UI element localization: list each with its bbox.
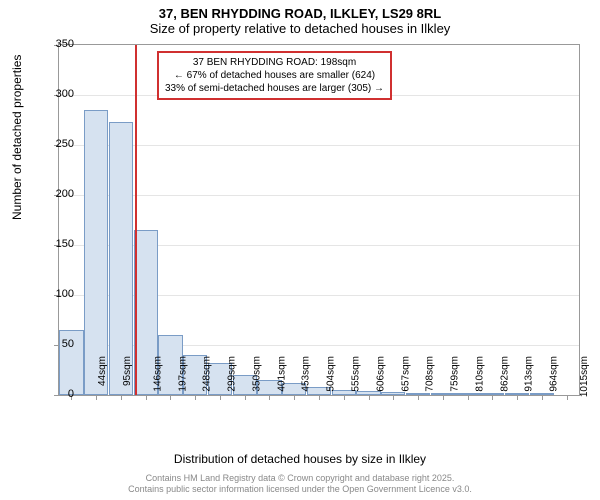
xtick-label: 350sqm	[252, 356, 263, 392]
y-axis-label: Number of detached properties	[10, 55, 24, 220]
xtick-mark	[393, 395, 394, 400]
chart-title-sub: Size of property relative to detached ho…	[0, 21, 600, 40]
xtick-mark	[369, 395, 370, 400]
chart-title-main: 37, BEN RHYDDING ROAD, ILKLEY, LS29 8RL	[0, 0, 600, 21]
xtick-mark	[567, 395, 568, 400]
annotation-line3: 33% of semi-detached houses are larger (…	[165, 82, 384, 95]
xtick-mark	[220, 395, 221, 400]
xtick-mark	[96, 395, 97, 400]
xtick-label: 606sqm	[375, 356, 386, 392]
x-axis-label: Distribution of detached houses by size …	[0, 452, 600, 466]
xtick-mark	[542, 395, 543, 400]
xtick-label: 708sqm	[425, 356, 436, 392]
xtick-mark	[418, 395, 419, 400]
xtick-label: 146sqm	[152, 356, 163, 392]
xtick-label: 555sqm	[351, 356, 362, 392]
xtick-mark	[319, 395, 320, 400]
xtick-mark	[195, 395, 196, 400]
gridline	[59, 195, 579, 196]
xtick-label: 657sqm	[400, 356, 411, 392]
xtick-label: 44sqm	[97, 356, 108, 386]
gridline	[59, 145, 579, 146]
histogram-bar	[84, 110, 108, 395]
footer-line2: Contains public sector information licen…	[0, 484, 600, 496]
footer-attribution: Contains HM Land Registry data © Crown c…	[0, 473, 600, 496]
xtick-label: 299sqm	[227, 356, 238, 392]
xtick-label: 504sqm	[326, 356, 337, 392]
ytick-label: 100	[44, 288, 74, 300]
xtick-mark	[517, 395, 518, 400]
xtick-mark	[468, 395, 469, 400]
ytick-label: 350	[44, 38, 74, 50]
xtick-label: 401sqm	[276, 356, 287, 392]
xtick-mark	[443, 395, 444, 400]
xtick-label: 913sqm	[524, 356, 535, 392]
xtick-label: 759sqm	[450, 356, 461, 392]
xtick-mark	[344, 395, 345, 400]
xtick-label: 964sqm	[549, 356, 560, 392]
xtick-label: 810sqm	[474, 356, 485, 392]
property-marker-line	[135, 45, 137, 395]
ytick-label: 200	[44, 188, 74, 200]
ytick-label: 300	[44, 88, 74, 100]
xtick-mark	[170, 395, 171, 400]
xtick-mark	[146, 395, 147, 400]
xtick-mark	[492, 395, 493, 400]
ytick-label: 150	[44, 238, 74, 250]
chart-container: 37, BEN RHYDDING ROAD, ILKLEY, LS29 8RL …	[0, 0, 600, 500]
xtick-mark	[121, 395, 122, 400]
xtick-label: 95sqm	[122, 356, 133, 386]
xtick-label: 1015sqm	[579, 356, 590, 397]
xtick-label: 453sqm	[301, 356, 312, 392]
xtick-label: 248sqm	[202, 356, 213, 392]
xtick-mark	[294, 395, 295, 400]
annotation-box: 37 BEN RHYDDING ROAD: 198sqm← 67% of det…	[157, 51, 392, 100]
plot-area: 37 BEN RHYDDING ROAD: 198sqm← 67% of det…	[58, 44, 580, 396]
xtick-mark	[269, 395, 270, 400]
footer-line1: Contains HM Land Registry data © Crown c…	[0, 473, 600, 485]
histogram-bar	[109, 122, 133, 395]
annotation-line1: 37 BEN RHYDDING ROAD: 198sqm	[165, 56, 384, 69]
ytick-label: 50	[44, 338, 74, 350]
annotation-line2: ← 67% of detached houses are smaller (62…	[165, 69, 384, 82]
xtick-label: 197sqm	[177, 356, 188, 392]
ytick-label: 250	[44, 138, 74, 150]
ytick-label: 0	[44, 388, 74, 400]
xtick-mark	[245, 395, 246, 400]
xtick-label: 862sqm	[499, 356, 510, 392]
